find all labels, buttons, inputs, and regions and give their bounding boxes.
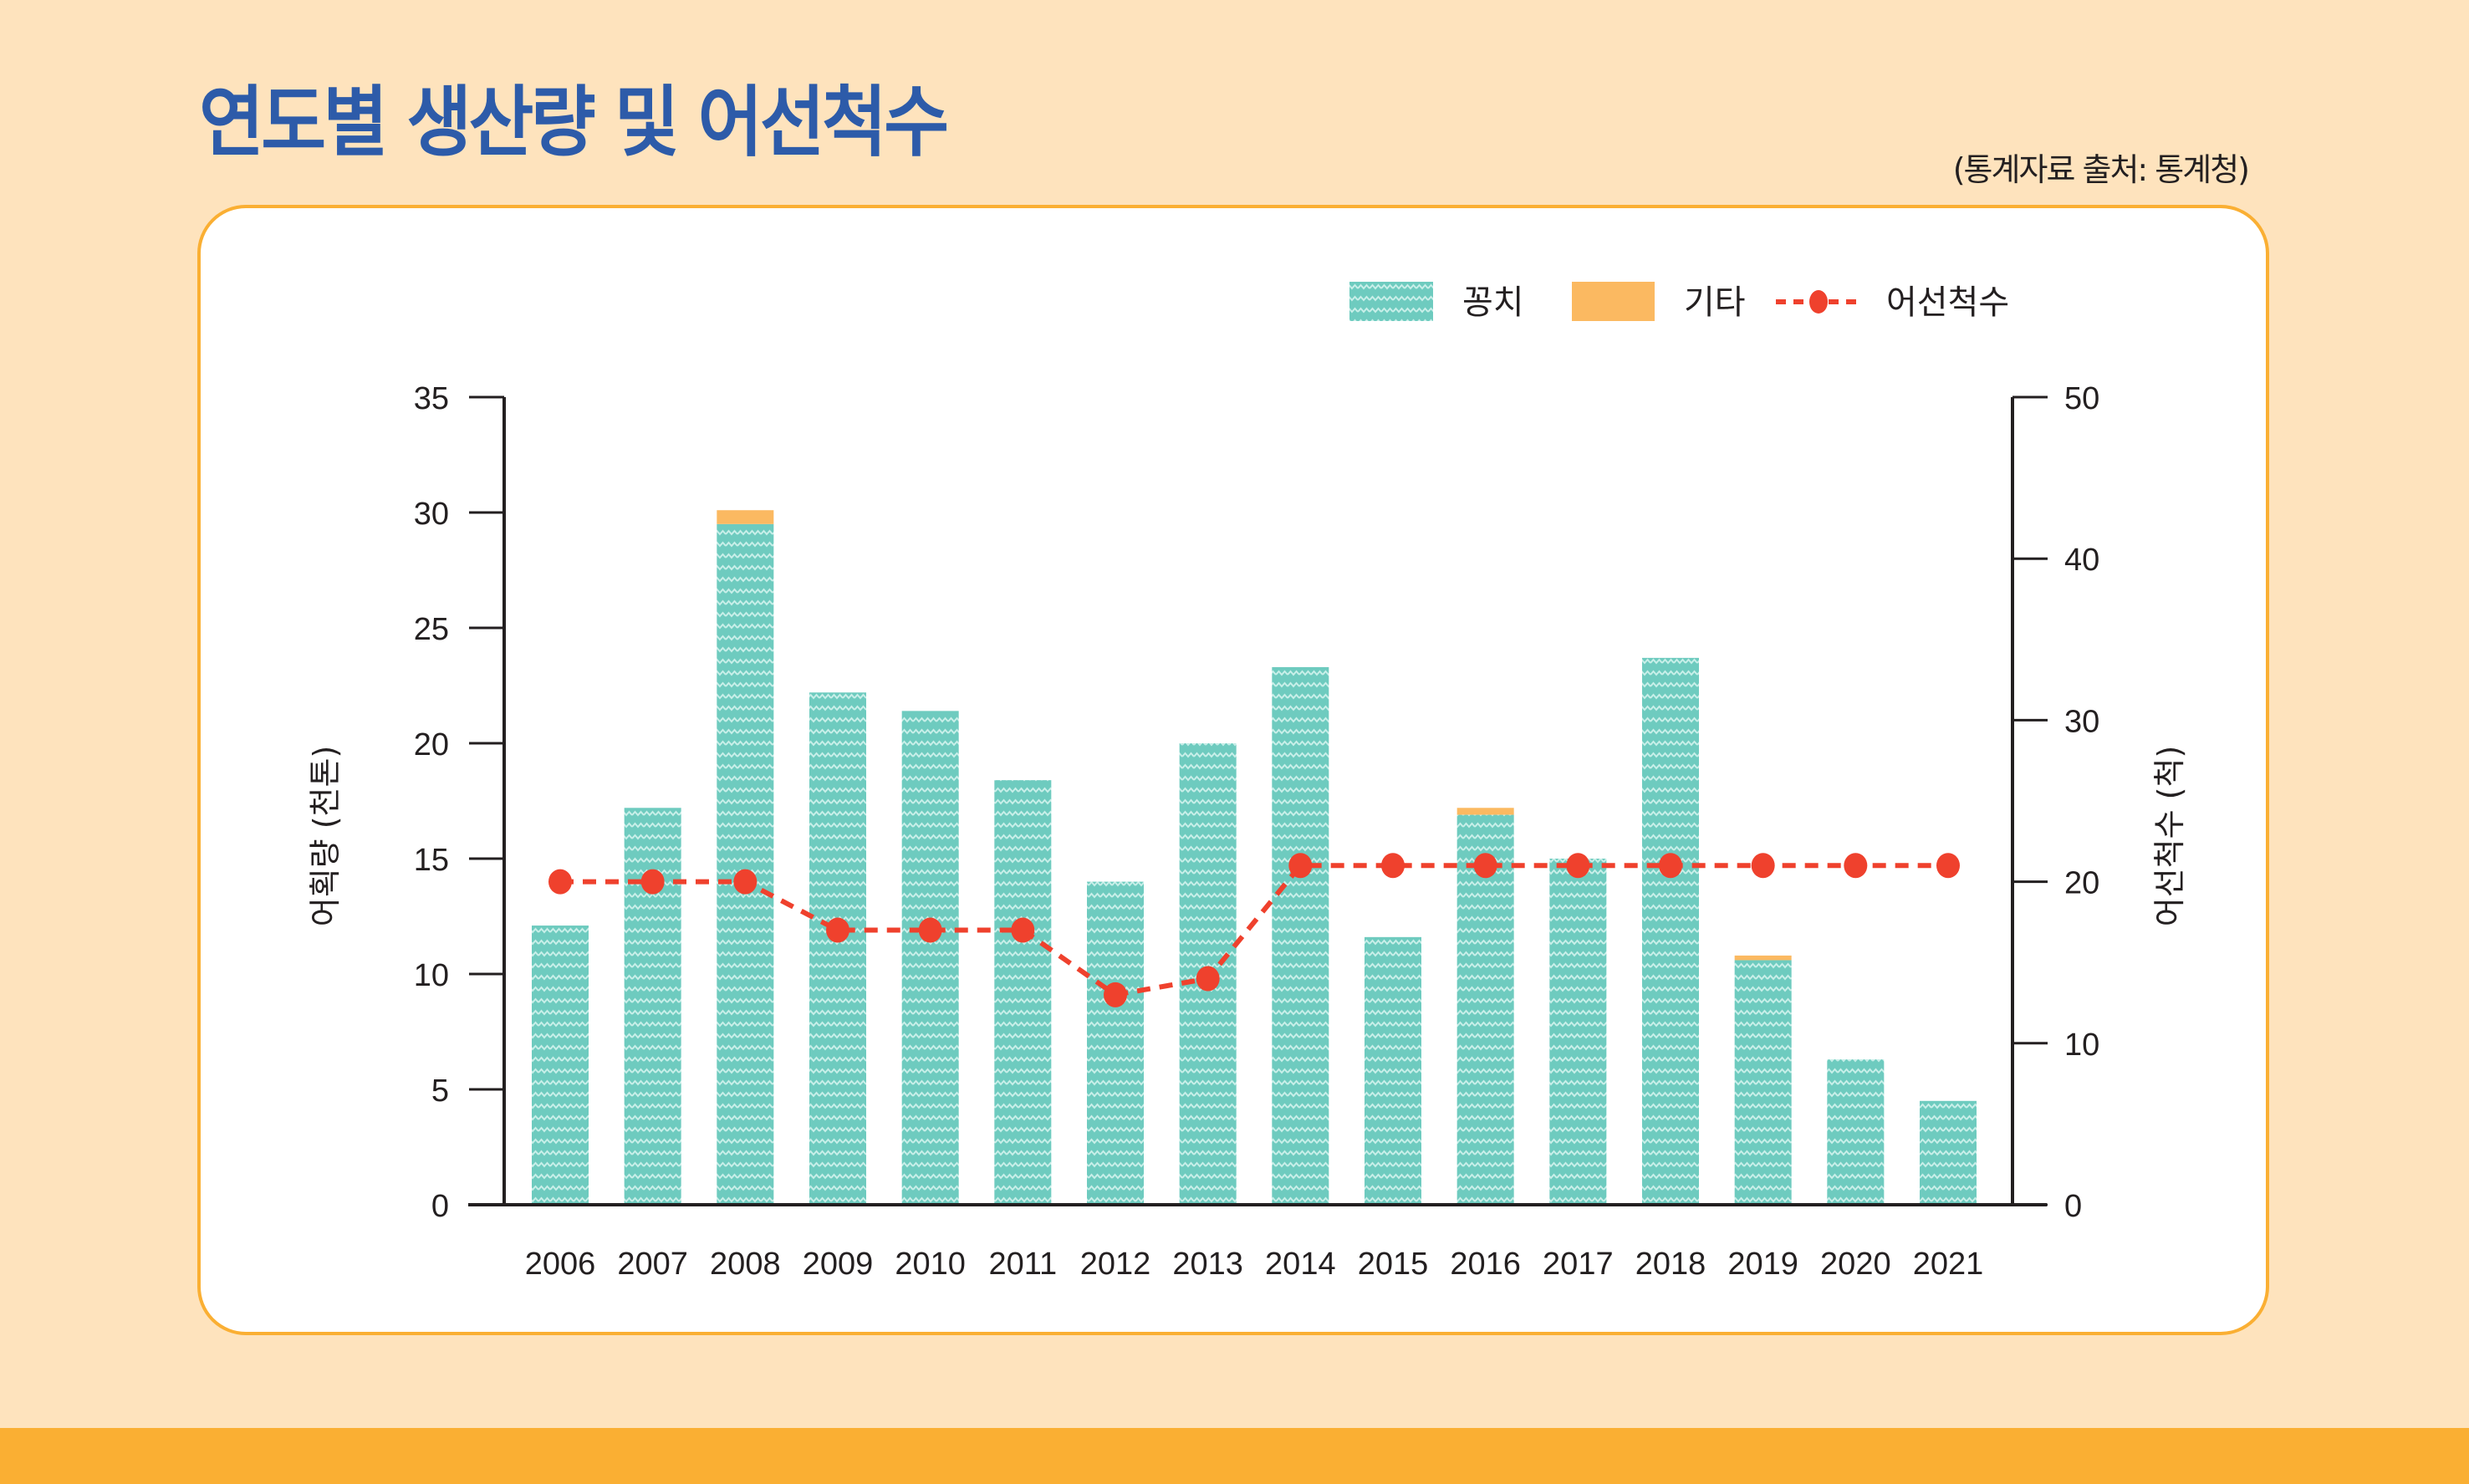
x-tick-label: 2013 — [1172, 1247, 1243, 1282]
bar-other — [717, 510, 774, 524]
left-tick-label: 5 — [431, 1073, 449, 1109]
vessel-count-point — [1011, 917, 1035, 943]
bar-other — [1456, 808, 1514, 815]
vessel-count-point — [1381, 853, 1405, 879]
bar-main — [1642, 657, 1699, 1203]
line-series — [548, 853, 1960, 1007]
legend-swatch-main — [1349, 282, 1433, 321]
right-axis-ticks: 0 10 20 30 40 50 — [2012, 381, 2099, 1224]
bottom-band — [0, 1428, 2469, 1484]
data-source-note: (통계자료 출처: 통계청) — [1952, 151, 2250, 188]
x-tick-label: 2016 — [1450, 1247, 1521, 1282]
legend-label-line: 어선척수 — [1886, 283, 2009, 322]
x-tick-label: 2014 — [1265, 1247, 1336, 1282]
left-tick-label: 30 — [414, 497, 449, 532]
vessel-count-point — [826, 917, 849, 943]
legend: 꽁치 기타 어선척수 — [1349, 282, 2009, 322]
bar-main — [901, 711, 959, 1203]
vessel-count-point — [1844, 853, 1868, 879]
left-tick-label: 0 — [431, 1189, 449, 1224]
left-axis-title: 어획량 (천톤) — [307, 746, 344, 927]
vessel-count-point — [1473, 853, 1497, 879]
legend-label-other: 기타 — [1684, 283, 1746, 322]
bar-main — [1827, 1059, 1885, 1203]
right-tick-label: 50 — [2064, 381, 2099, 416]
x-tick-label: 2009 — [803, 1247, 874, 1282]
bar-main — [1365, 936, 1421, 1203]
left-tick-label: 20 — [414, 727, 449, 762]
right-tick-label: 0 — [2064, 1189, 2082, 1224]
bar-main — [717, 523, 774, 1203]
legend-swatch-other — [1572, 282, 1655, 321]
bar-main — [1734, 960, 1792, 1203]
vessel-count-point — [1751, 853, 1775, 879]
vessel-count-point — [1936, 853, 1960, 879]
x-tick-label: 2007 — [617, 1247, 688, 1282]
x-tick-label: 2008 — [710, 1247, 781, 1282]
x-tick-label: 2011 — [988, 1247, 1057, 1282]
bar-main — [532, 926, 589, 1203]
x-tick-label: 2010 — [895, 1247, 966, 1282]
vessel-count-point — [733, 869, 758, 895]
vessel-count-point — [1104, 982, 1127, 1007]
vessel-count-point — [640, 869, 665, 895]
vessel-count-point — [548, 869, 572, 895]
x-tick-label: 2021 — [1913, 1247, 1984, 1282]
x-tick-label: 2018 — [1635, 1247, 1706, 1282]
page-title: 연도별 생산량 및 어선척수 — [199, 78, 949, 167]
vessel-count-point — [1566, 853, 1590, 879]
vessel-count-point — [1288, 853, 1313, 879]
left-tick-label: 10 — [414, 958, 449, 993]
vessel-count-point — [918, 917, 942, 943]
legend-marker — [1809, 290, 1828, 314]
bars — [532, 510, 1977, 1203]
left-tick-label: 25 — [414, 612, 449, 647]
bar-main — [1272, 666, 1329, 1203]
x-axis-labels: 2006 2007 2008 2009 2010 2011 2012 2013 2014 2015… — [525, 1247, 1984, 1282]
axes — [468, 397, 2047, 1206]
x-tick-label: 2006 — [525, 1247, 596, 1282]
x-tick-label: 2015 — [1358, 1247, 1429, 1282]
vessel-count-line — [560, 863, 1948, 998]
bar-main — [994, 780, 1052, 1203]
left-tick-label: 15 — [414, 843, 449, 878]
bar-main — [1549, 859, 1607, 1203]
vessel-count-point — [1659, 853, 1682, 879]
bar-main — [1087, 881, 1144, 1203]
bar-main — [1920, 1100, 1977, 1203]
x-tick-label: 2012 — [1080, 1247, 1151, 1282]
bar-main — [1456, 814, 1514, 1203]
right-tick-label: 40 — [2064, 543, 2099, 578]
right-tick-label: 10 — [2064, 1028, 2099, 1063]
left-axis-ticks: 0 5 10 15 20 25 30 35 — [414, 381, 504, 1224]
right-tick-label: 30 — [2064, 704, 2099, 739]
x-tick-label: 2017 — [1543, 1247, 1614, 1282]
vessel-count-point — [1196, 966, 1220, 992]
right-tick-label: 20 — [2064, 866, 2099, 901]
left-tick-label: 35 — [414, 381, 449, 416]
x-tick-label: 2019 — [1727, 1247, 1798, 1282]
bar-other — [1734, 955, 1792, 961]
legend-label-main: 꽁치 — [1462, 283, 1524, 322]
x-tick-label: 2020 — [1820, 1247, 1891, 1282]
bar-main — [809, 692, 866, 1203]
bar-main — [624, 808, 681, 1203]
right-axis-title: 어선척수 (척) — [2151, 746, 2188, 927]
